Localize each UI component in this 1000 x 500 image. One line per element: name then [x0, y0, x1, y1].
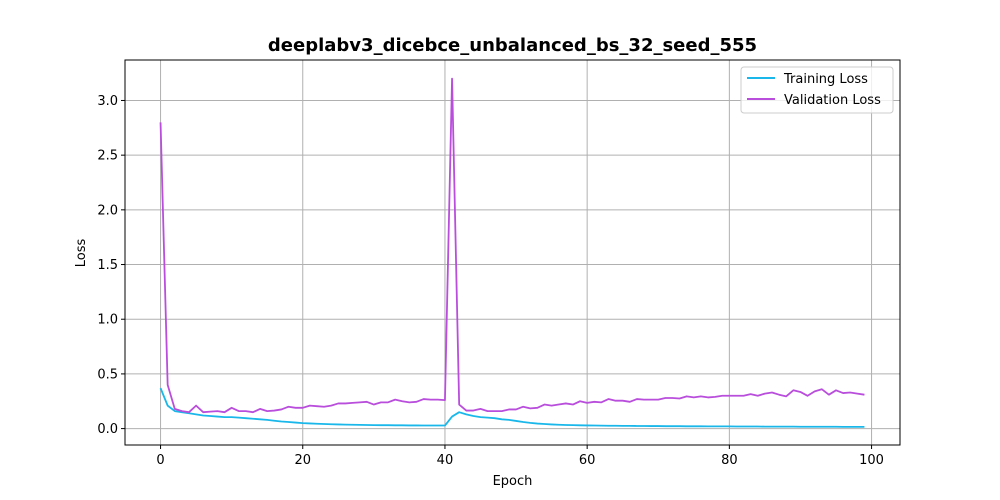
y-tick-label: 1.0 — [97, 313, 118, 328]
series-line-training-loss — [159, 387, 865, 428]
y-tick-label: 1.5 — [97, 258, 118, 273]
y-tick-label: 3.0 — [97, 94, 118, 109]
x-axis-label: Epoch — [493, 474, 533, 489]
grid-lines — [125, 60, 900, 445]
plot-frame — [124, 59, 901, 446]
y-tick-label: 0.5 — [97, 367, 118, 382]
y-tick-label: 2.0 — [97, 203, 118, 218]
x-tick-label: 20 — [294, 453, 311, 468]
legend-label-validation-loss: Validation Loss — [784, 93, 881, 108]
chart-title: deeplabv3_dicebce_unbalanced_bs_32_seed_… — [268, 35, 757, 56]
legend-label-training-loss: Training Loss — [783, 72, 868, 87]
x-axis: 0 20 40 60 80 100 — [156, 445, 884, 468]
legend-box — [740, 66, 894, 114]
series-layer — [159, 77, 865, 428]
x-tick-label: 100 — [859, 453, 884, 468]
legend: Training Loss Validation Loss — [740, 66, 894, 114]
y-axis: 0.0 0.5 1.0 1.5 2.0 2.5 3.0 — [97, 94, 125, 437]
x-tick-label: 80 — [721, 453, 738, 468]
y-tick-label: 0.0 — [97, 422, 118, 437]
y-axis-label: Loss — [74, 239, 89, 268]
x-tick-label: 40 — [437, 453, 454, 468]
x-tick-label: 0 — [156, 453, 164, 468]
x-tick-label: 60 — [579, 453, 596, 468]
series-line-validation-loss — [159, 77, 865, 414]
y-tick-label: 2.5 — [97, 149, 118, 164]
